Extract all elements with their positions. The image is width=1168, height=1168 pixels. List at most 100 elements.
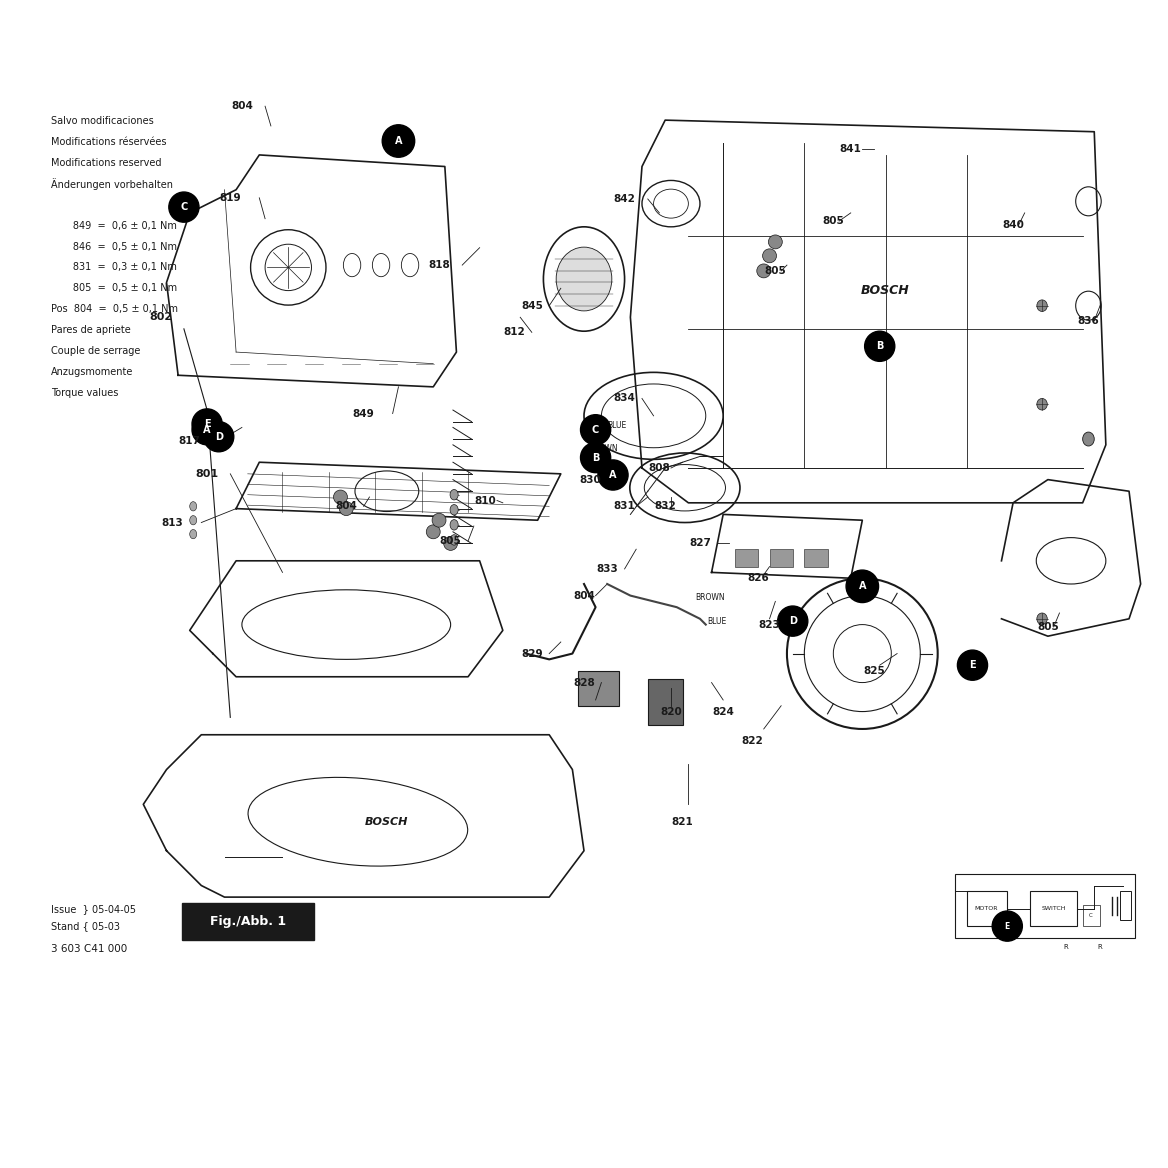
Text: 832: 832 bbox=[654, 501, 676, 512]
Text: BOSCH: BOSCH bbox=[861, 284, 910, 297]
Text: C: C bbox=[1089, 913, 1092, 918]
Ellipse shape bbox=[334, 491, 347, 503]
Bar bbox=[967, 891, 1007, 926]
Circle shape bbox=[169, 192, 199, 222]
Text: 833: 833 bbox=[597, 564, 618, 573]
Text: Stand { 05-03: Stand { 05-03 bbox=[50, 922, 119, 931]
Text: 849: 849 bbox=[353, 409, 375, 418]
Ellipse shape bbox=[189, 502, 196, 510]
Circle shape bbox=[598, 460, 628, 491]
Text: 840: 840 bbox=[1002, 220, 1024, 229]
Text: 842: 842 bbox=[613, 194, 635, 204]
Text: A: A bbox=[395, 135, 402, 146]
Text: Torque values: Torque values bbox=[50, 388, 118, 397]
Text: 822: 822 bbox=[742, 736, 763, 745]
Text: E: E bbox=[1004, 922, 1010, 931]
Circle shape bbox=[846, 570, 878, 603]
Text: Modifications réservées: Modifications réservées bbox=[50, 137, 166, 147]
Text: Pos  804  =  0,5 ± 0,1 Nm: Pos 804 = 0,5 ± 0,1 Nm bbox=[50, 304, 178, 314]
Text: 819: 819 bbox=[220, 193, 241, 203]
Ellipse shape bbox=[450, 505, 458, 515]
Circle shape bbox=[864, 332, 895, 361]
Text: 846  =  0,5 ± 0,1 Nm: 846 = 0,5 ± 0,1 Nm bbox=[50, 242, 176, 251]
Text: Salvo modificaciones: Salvo modificaciones bbox=[50, 117, 153, 126]
Text: A: A bbox=[610, 470, 617, 480]
Text: 830: 830 bbox=[579, 474, 600, 485]
Text: Issue  } 05-04-05: Issue } 05-04-05 bbox=[50, 904, 135, 913]
Text: 827: 827 bbox=[689, 538, 711, 549]
Text: 3 603 C41 000: 3 603 C41 000 bbox=[50, 944, 127, 954]
Text: 836: 836 bbox=[1078, 315, 1099, 326]
Text: C: C bbox=[592, 425, 599, 434]
Ellipse shape bbox=[556, 248, 612, 311]
Text: E: E bbox=[969, 660, 975, 670]
Text: BLUE: BLUE bbox=[708, 617, 726, 626]
Text: 824: 824 bbox=[712, 707, 735, 716]
Text: 834: 834 bbox=[613, 394, 635, 403]
Text: R: R bbox=[1063, 944, 1068, 951]
Text: 802: 802 bbox=[150, 312, 173, 322]
Text: Modifications reserved: Modifications reserved bbox=[50, 158, 161, 168]
Circle shape bbox=[958, 651, 988, 680]
Text: Couple de serrage: Couple de serrage bbox=[50, 346, 140, 356]
Text: 821: 821 bbox=[672, 816, 694, 827]
Text: D: D bbox=[215, 432, 223, 442]
Ellipse shape bbox=[1037, 300, 1048, 312]
Text: 808: 808 bbox=[648, 463, 670, 473]
Text: BROWN: BROWN bbox=[589, 444, 618, 453]
Text: 817: 817 bbox=[179, 437, 201, 446]
Text: 818: 818 bbox=[429, 260, 450, 270]
Text: MOTOR: MOTOR bbox=[974, 906, 999, 911]
Circle shape bbox=[203, 422, 234, 452]
Text: D: D bbox=[788, 616, 797, 626]
Circle shape bbox=[382, 125, 415, 158]
Text: C: C bbox=[180, 202, 188, 213]
Bar bbox=[955, 874, 1135, 938]
Ellipse shape bbox=[189, 529, 196, 538]
Text: 801: 801 bbox=[195, 468, 218, 479]
Ellipse shape bbox=[1083, 432, 1094, 446]
Ellipse shape bbox=[1037, 398, 1048, 410]
Text: Fig./Abb. 1: Fig./Abb. 1 bbox=[209, 915, 286, 927]
Text: A: A bbox=[203, 425, 211, 434]
Text: 849  =  0,6 ± 0,1 Nm: 849 = 0,6 ± 0,1 Nm bbox=[50, 221, 176, 230]
Ellipse shape bbox=[426, 524, 440, 538]
Text: 825: 825 bbox=[863, 666, 885, 676]
Text: E: E bbox=[203, 419, 210, 429]
Text: R: R bbox=[1098, 944, 1103, 951]
Text: 805: 805 bbox=[440, 536, 461, 547]
Text: 812: 812 bbox=[503, 327, 526, 338]
Bar bbox=[735, 549, 758, 566]
Ellipse shape bbox=[769, 235, 783, 249]
Text: 804: 804 bbox=[231, 102, 252, 111]
Text: 805: 805 bbox=[765, 266, 786, 276]
Circle shape bbox=[580, 443, 611, 473]
Text: 826: 826 bbox=[748, 573, 769, 583]
Text: 831  =  0,3 ± 0,1 Nm: 831 = 0,3 ± 0,1 Nm bbox=[50, 263, 176, 272]
Circle shape bbox=[778, 606, 808, 637]
Text: 820: 820 bbox=[660, 707, 682, 716]
Bar bbox=[578, 670, 619, 705]
Bar bbox=[1083, 905, 1100, 926]
Text: B: B bbox=[876, 341, 883, 352]
Ellipse shape bbox=[340, 502, 353, 515]
Text: BOSCH: BOSCH bbox=[366, 816, 409, 827]
Ellipse shape bbox=[450, 520, 458, 530]
Text: 805: 805 bbox=[822, 216, 844, 227]
Text: BLUE: BLUE bbox=[607, 420, 626, 430]
Bar bbox=[1120, 891, 1132, 920]
Bar bbox=[1030, 891, 1077, 926]
Text: Pares de apriete: Pares de apriete bbox=[50, 325, 131, 335]
Text: 804: 804 bbox=[573, 591, 595, 600]
Ellipse shape bbox=[189, 515, 196, 524]
Circle shape bbox=[992, 911, 1022, 941]
Text: SWITCH: SWITCH bbox=[1042, 906, 1066, 911]
Text: B: B bbox=[592, 452, 599, 463]
Circle shape bbox=[192, 415, 222, 445]
Text: Änderungen vorbehalten: Änderungen vorbehalten bbox=[50, 178, 173, 190]
Ellipse shape bbox=[450, 489, 458, 500]
Text: 810: 810 bbox=[474, 495, 496, 506]
Text: 828: 828 bbox=[573, 677, 595, 688]
Bar bbox=[648, 679, 682, 725]
Text: 841: 841 bbox=[840, 144, 862, 154]
